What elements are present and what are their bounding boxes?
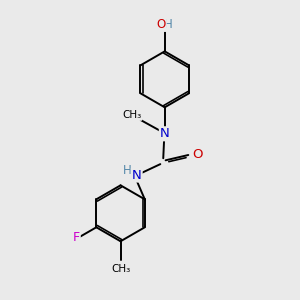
Text: O: O — [193, 148, 203, 161]
Text: H: H — [123, 164, 131, 177]
Text: N: N — [132, 169, 142, 182]
Text: N: N — [160, 127, 169, 140]
Text: O: O — [157, 18, 166, 31]
Text: CH₃: CH₃ — [111, 264, 130, 274]
Text: CH₃: CH₃ — [122, 110, 141, 120]
Text: F: F — [73, 231, 80, 244]
Text: H: H — [164, 18, 172, 31]
